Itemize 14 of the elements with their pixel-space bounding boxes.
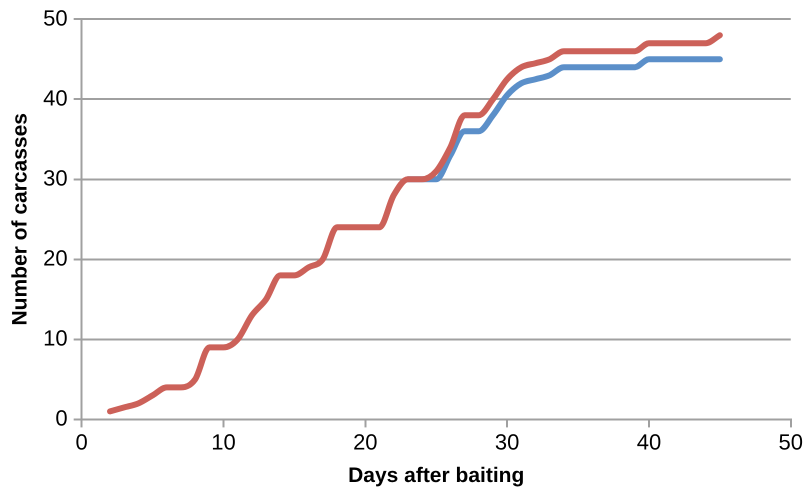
y-tick-label: 50: [43, 5, 68, 30]
y-tick-label: 30: [43, 165, 68, 190]
y-axis-title: Number of carcasses: [8, 113, 32, 326]
x-tick-label: 0: [76, 430, 88, 455]
y-tick-label: 20: [43, 245, 68, 270]
x-tick-label: 30: [494, 430, 520, 455]
y-tick-label: 0: [55, 405, 68, 430]
x-axis-title: Days after baiting: [348, 464, 524, 488]
x-tick-label: 40: [636, 430, 662, 455]
x-tick-label: 10: [211, 430, 236, 455]
x-tick-label: 50: [778, 430, 804, 455]
y-tick-label: 10: [43, 325, 68, 350]
x-tick-label: 20: [353, 430, 378, 455]
y-tick-label: 40: [43, 85, 68, 110]
